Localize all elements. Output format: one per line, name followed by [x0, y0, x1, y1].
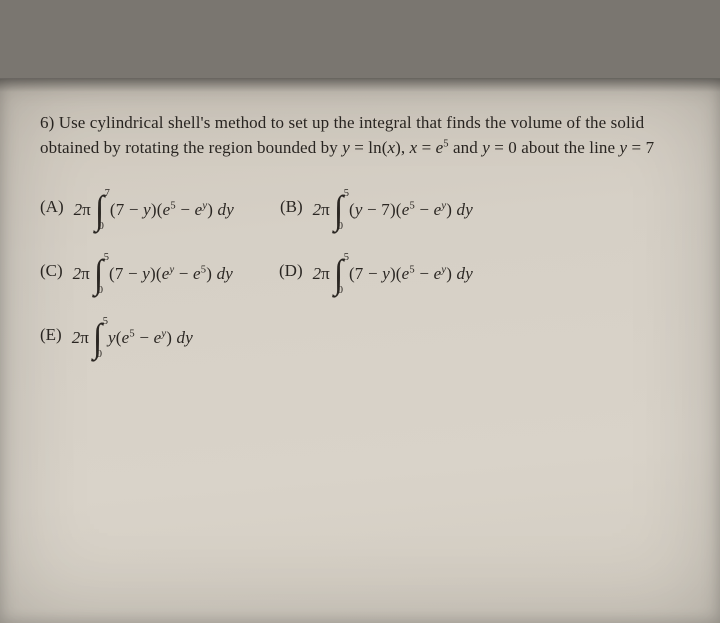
option-c: (C) 2π ∫ 5 0 (7 − y)(ey − e5) dy [40, 252, 233, 296]
question-text: 6) Use cylindrical shell's method to set… [40, 111, 680, 160]
option-d-label: (D) [279, 261, 303, 287]
options-row-1: (A) 2π ∫ 7 0 (7 − y)(e5 − ey) dy (B) 2π … [40, 188, 680, 232]
option-b-label: (B) [280, 197, 303, 223]
lower-bound-e: 0 [97, 349, 102, 360]
lower-bound-d: 0 [338, 285, 343, 296]
integrand-c: (7 − y)(ey − e5) dy [109, 264, 233, 284]
integral-c: ∫ 5 0 [91, 252, 109, 296]
line-lhs: y [620, 138, 628, 157]
option-a-label: (A) [40, 197, 64, 223]
pi-symbol: π [82, 200, 91, 219]
upper-bound-b: 5 [344, 188, 349, 199]
integrand-a: (7 − y)(e5 − ey) dy [110, 200, 234, 220]
eq1-lhs: y [342, 138, 350, 157]
twopi-num: 2 [74, 200, 83, 219]
options-row-2: (C) 2π ∫ 5 0 (7 − y)(ey − e5) dy (D) 2π … [40, 252, 680, 296]
upper-bound-a: 7 [105, 188, 110, 199]
lower-bound-c: 0 [98, 285, 103, 296]
eq2-exp: 5 [443, 138, 448, 149]
option-e: (E) 2π ∫ 5 0 y(e5 − ey) dy [40, 316, 193, 360]
option-c-label: (C) [40, 261, 63, 287]
integral-d: ∫ 5 0 [331, 252, 349, 296]
line-rhs: 7 [646, 138, 655, 157]
option-e-label: (E) [40, 325, 62, 351]
option-a: (A) 2π ∫ 7 0 (7 − y)(e5 − ey) dy [40, 188, 234, 232]
eq1-fn: ln [368, 138, 381, 157]
eq3-rhs: 0 [508, 138, 517, 157]
eq1-arg: x [387, 138, 395, 157]
integrand-b: (y − 7)(e5 − ey) dy [349, 200, 473, 220]
eq3-lhs: y [482, 138, 490, 157]
upper-bound-d: 5 [344, 252, 349, 263]
integrand-e: y(e5 − ey) dy [108, 328, 193, 348]
lower-bound-b: 0 [338, 221, 343, 232]
integrand-d: (7 − y)(e5 − ey) dy [349, 264, 473, 284]
options-row-3: (E) 2π ∫ 5 0 y(e5 − ey) dy [40, 316, 680, 360]
option-d: (D) 2π ∫ 5 0 (7 − y)(e5 − ey) dy [279, 252, 473, 296]
integral-e: ∫ 5 0 [90, 316, 108, 360]
upper-bound-c: 5 [104, 252, 109, 263]
lower-bound-a: 0 [99, 221, 104, 232]
eq2-lhs: x [410, 138, 418, 157]
about-text: about the line [521, 138, 619, 157]
option-b: (B) 2π ∫ 5 0 (y − 7)(e5 − ey) dy [280, 188, 473, 232]
upper-bound-e: 5 [103, 316, 108, 327]
integral-a: ∫ 7 0 [92, 188, 110, 232]
problem-page: 6) Use cylindrical shell's method to set… [0, 78, 720, 623]
integral-b: ∫ 5 0 [331, 188, 349, 232]
